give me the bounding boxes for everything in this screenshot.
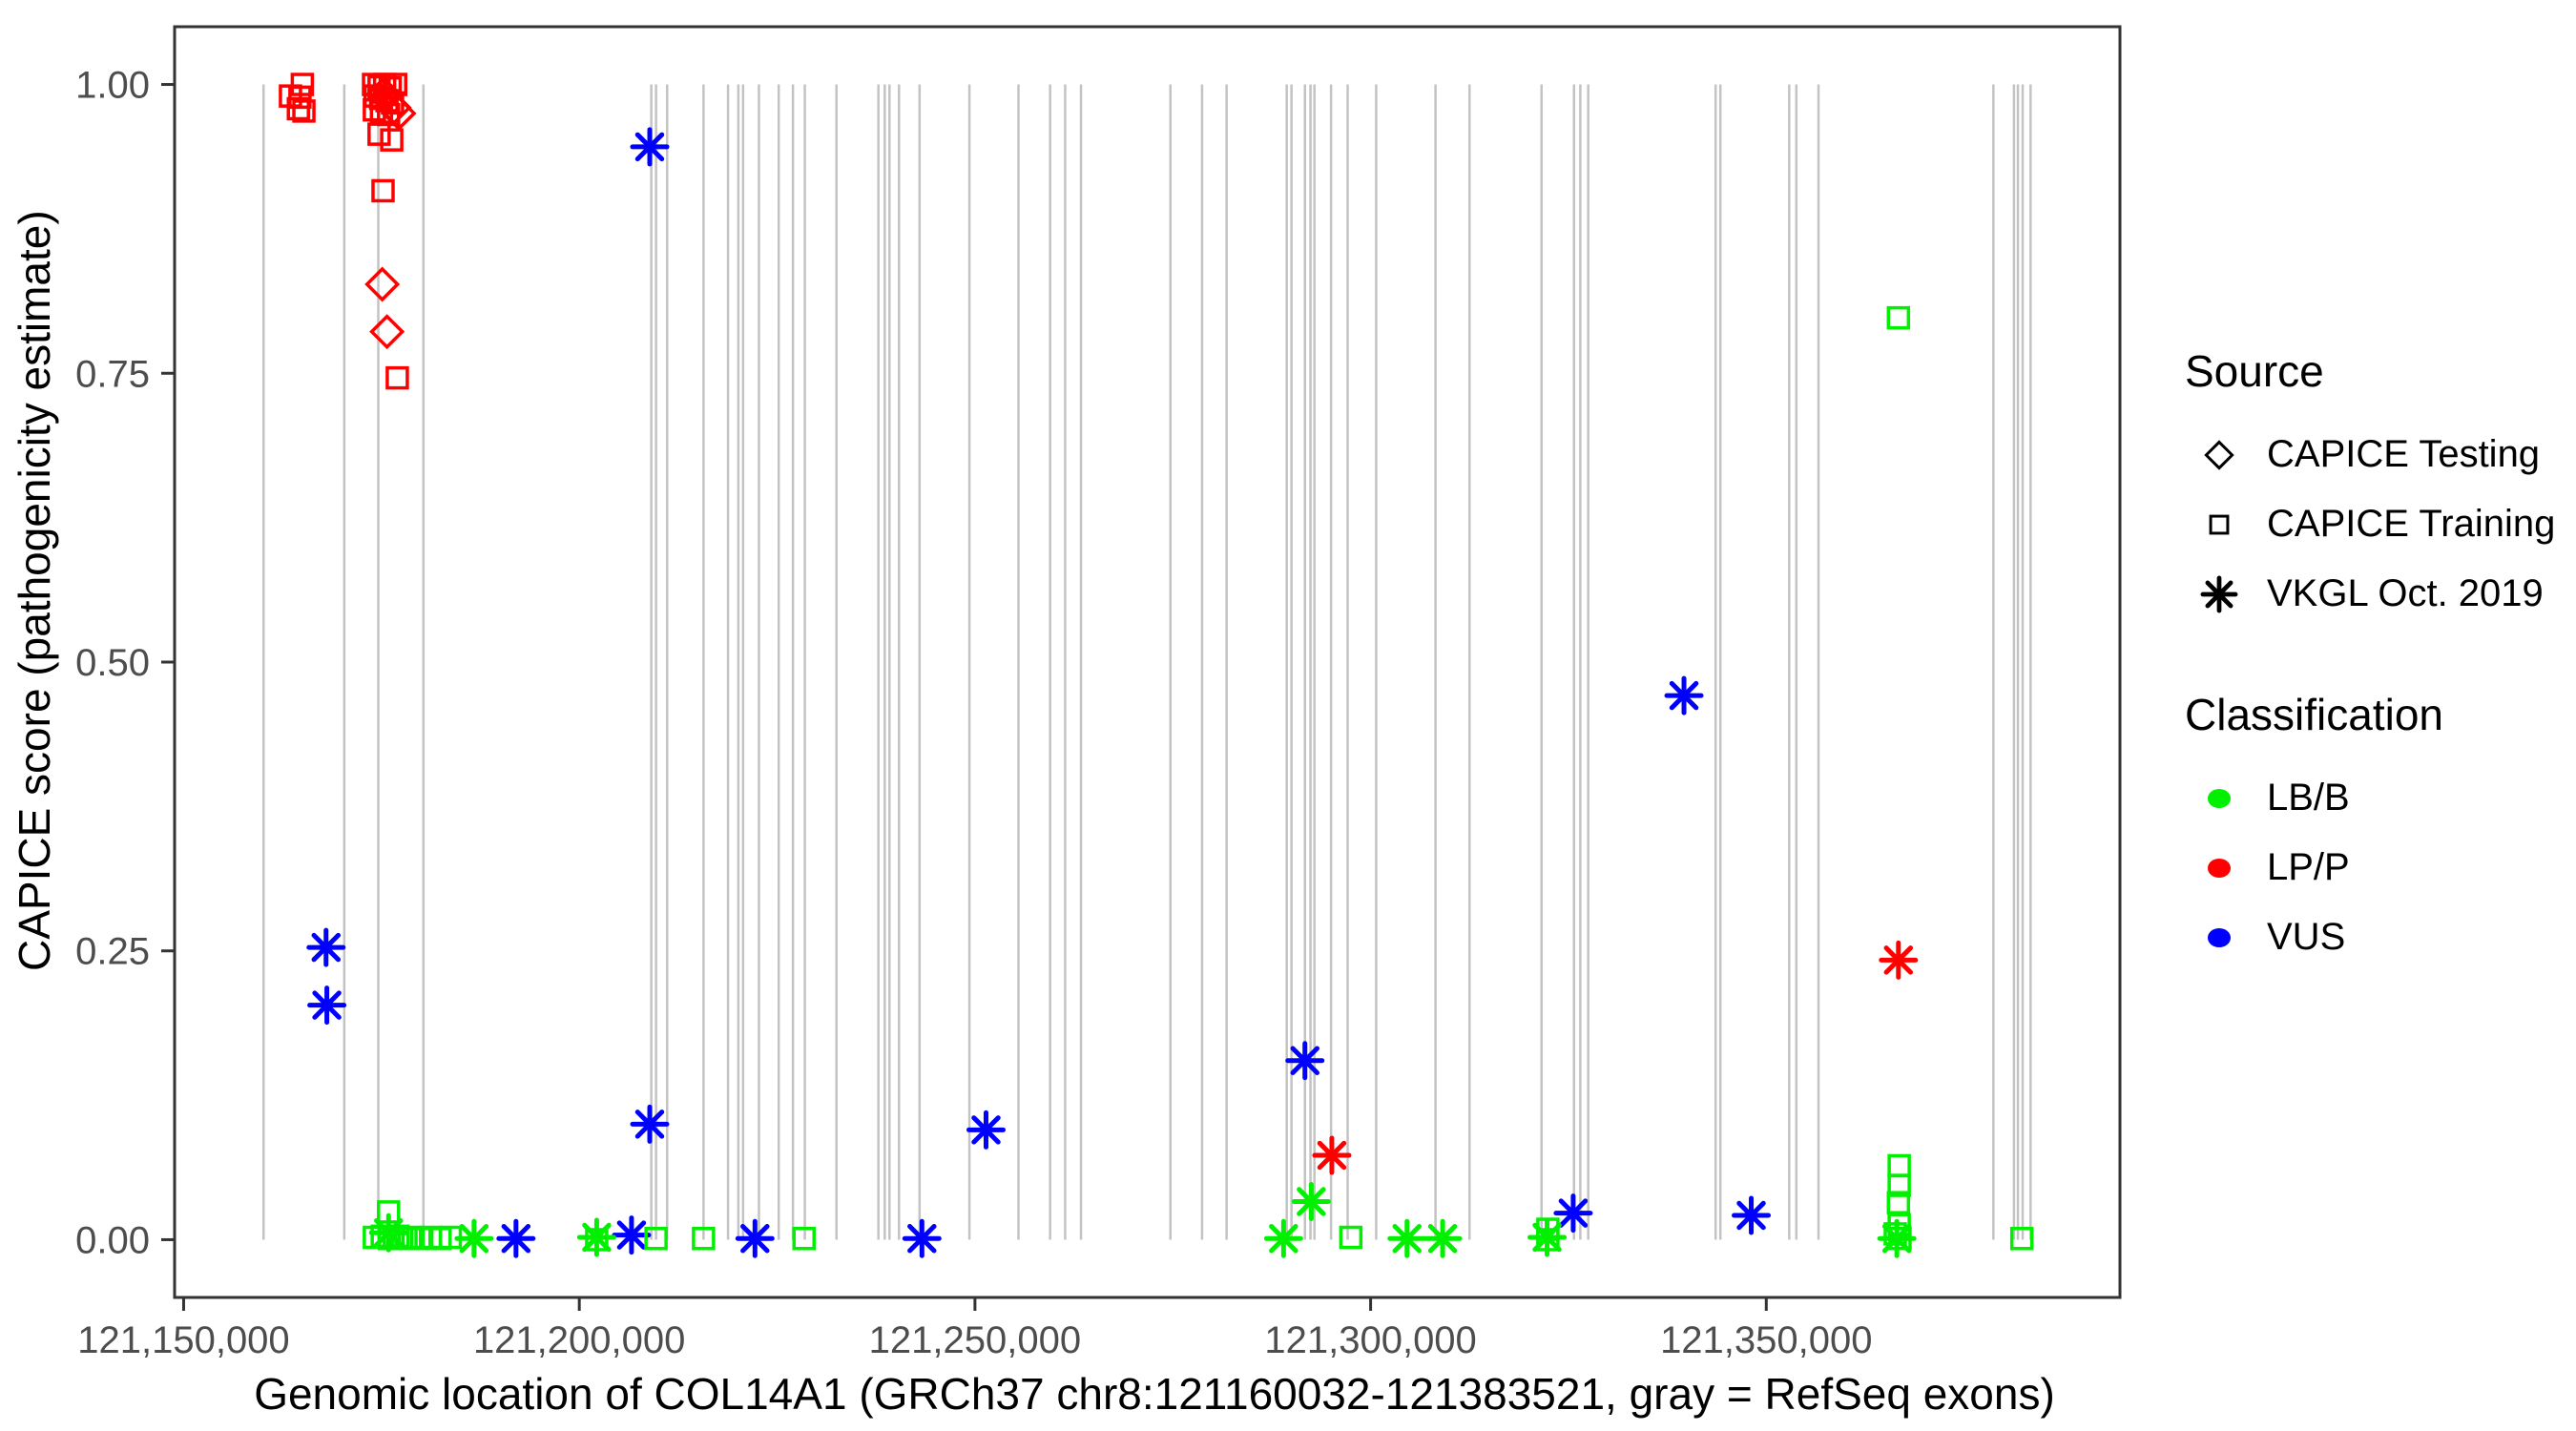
asterisk-icon bbox=[2185, 560, 2254, 629]
x-tick-label: 121,150,000 bbox=[77, 1319, 289, 1361]
legend-item-classification: LB/B bbox=[2185, 763, 2443, 833]
x-tick-label: 121,350,000 bbox=[1660, 1319, 1872, 1361]
data-point bbox=[1536, 1228, 1560, 1252]
dot-icon bbox=[2185, 903, 2254, 972]
data-point bbox=[585, 1228, 609, 1252]
data-point bbox=[385, 365, 409, 390]
data-point bbox=[1339, 1225, 1363, 1250]
y-tick-label: 0.00 bbox=[75, 1219, 150, 1261]
data-point bbox=[438, 1225, 463, 1250]
legend-item-label: LB/B bbox=[2267, 777, 2350, 819]
data-point bbox=[1886, 1191, 1911, 1214]
data-point bbox=[371, 178, 395, 203]
legend-item-label: LP/P bbox=[2267, 846, 2350, 888]
data-point bbox=[692, 1226, 716, 1251]
legend-source: Source CAPICE Testing CAPICE Training VKGL… bbox=[2185, 345, 2555, 629]
data-point bbox=[1888, 1226, 1912, 1251]
x-axis-title: Genomic location of COL14A1 (GRCh37 chr8… bbox=[254, 1369, 2055, 1419]
legend-item-label: VKGL Oct. 2019 bbox=[2267, 572, 2544, 614]
data-point bbox=[1664, 675, 1704, 716]
legend-item-source: VKGL Oct. 2019 bbox=[2185, 559, 2555, 629]
data-point bbox=[369, 314, 405, 350]
data-point bbox=[292, 99, 316, 123]
data-point bbox=[2009, 1226, 2034, 1251]
data-point bbox=[1883, 1222, 1907, 1246]
dot-icon bbox=[2185, 764, 2254, 833]
data-point bbox=[364, 266, 401, 302]
data-point bbox=[385, 1224, 410, 1249]
dot-icon bbox=[2185, 834, 2254, 902]
legend-classification-title: Classification bbox=[2185, 690, 2443, 739]
data-point bbox=[1285, 1041, 1325, 1081]
legend-item-source: CAPICE Training bbox=[2185, 489, 2555, 559]
data-point bbox=[365, 75, 402, 112]
data-point bbox=[288, 85, 312, 110]
x-tick-label: 121,300,000 bbox=[1264, 1319, 1476, 1361]
legend-source-items: CAPICE Testing CAPICE Training VKGL Oct. 2… bbox=[2185, 420, 2555, 629]
data-point bbox=[496, 1218, 536, 1258]
square-icon bbox=[2185, 490, 2254, 559]
legend-source-title: Source bbox=[2185, 346, 2324, 396]
data-point bbox=[630, 1104, 670, 1144]
data-point bbox=[1732, 1195, 1772, 1235]
legend-classification: Classification LB/B LP/P VUS bbox=[2185, 689, 2443, 972]
data-point bbox=[902, 1218, 942, 1258]
data-point bbox=[381, 95, 417, 132]
data-point bbox=[1887, 1173, 1911, 1197]
data-point bbox=[1886, 305, 1911, 330]
data-point bbox=[792, 1226, 816, 1251]
data-point bbox=[966, 1110, 1006, 1150]
data-point bbox=[1312, 1135, 1352, 1175]
data-point bbox=[1291, 1181, 1331, 1221]
data-point bbox=[377, 1200, 401, 1224]
data-point bbox=[1263, 1218, 1303, 1258]
x-tick-label: 121,200,000 bbox=[473, 1319, 685, 1361]
data-point bbox=[630, 127, 670, 167]
data-point bbox=[367, 122, 391, 146]
y-tick-label: 0.25 bbox=[75, 931, 150, 973]
legend-item-label: VUS bbox=[2267, 916, 2346, 958]
data-point bbox=[1879, 940, 1919, 980]
data-point bbox=[369, 100, 394, 124]
y-tick-label: 1.00 bbox=[75, 65, 150, 107]
data-point bbox=[612, 1215, 652, 1255]
data-point bbox=[380, 128, 404, 152]
legend-item-label: CAPICE Testing bbox=[2267, 433, 2541, 475]
legend-item-source: CAPICE Testing bbox=[2185, 420, 2555, 489]
data-point bbox=[290, 73, 315, 96]
y-tick-label: 0.50 bbox=[75, 642, 150, 684]
panel-background bbox=[175, 27, 2120, 1297]
legend-item-classification: LP/P bbox=[2185, 833, 2443, 902]
data-point bbox=[307, 985, 347, 1026]
data-point bbox=[1553, 1193, 1593, 1234]
y-axis-title: CAPICE score (pathogenicity estimate) bbox=[10, 210, 59, 971]
data-point bbox=[1423, 1218, 1463, 1258]
data-point bbox=[454, 1218, 494, 1258]
x-tick-label: 121,250,000 bbox=[869, 1319, 1081, 1361]
y-tick-label: 0.75 bbox=[75, 353, 150, 395]
legend-item-label: CAPICE Training bbox=[2267, 503, 2556, 545]
diamond-icon bbox=[2185, 421, 2254, 489]
data-point bbox=[735, 1218, 775, 1258]
data-point bbox=[306, 927, 346, 967]
legend-item-classification: VUS bbox=[2185, 902, 2443, 972]
legend-classification-items: LB/B LP/P VUS bbox=[2185, 763, 2443, 972]
data-point bbox=[1387, 1218, 1427, 1258]
data-point bbox=[644, 1226, 668, 1251]
data-point bbox=[370, 1224, 394, 1249]
